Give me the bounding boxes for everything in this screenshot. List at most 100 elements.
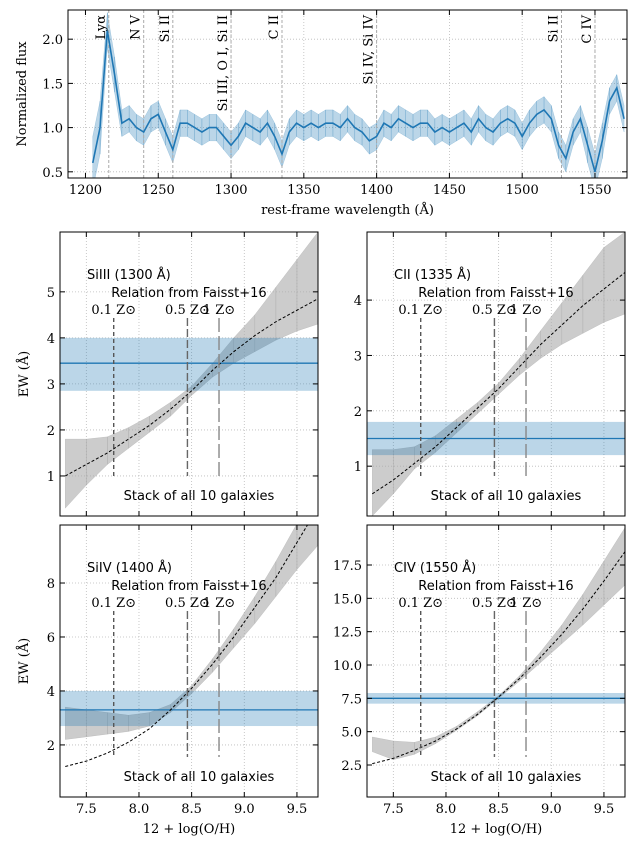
y-tick-label: 4 bbox=[354, 294, 362, 309]
axes-frame bbox=[366, 524, 626, 798]
x-tick-label: 7.5 bbox=[76, 802, 97, 817]
line-label: Si III, O I, Si II bbox=[216, 15, 231, 112]
relation-line bbox=[65, 525, 309, 767]
measured-band bbox=[60, 690, 318, 727]
y-tick-label: 1 bbox=[354, 460, 362, 475]
relation-band bbox=[296, 525, 318, 571]
axes-frame bbox=[59, 524, 319, 798]
metallicity-label: 0.5 Z⊙ bbox=[165, 596, 210, 611]
line-label: Si IV, Si IV bbox=[362, 14, 377, 84]
x-axis-label: rest-frame wavelength (Å) bbox=[261, 202, 434, 218]
y-tick-label: 5 bbox=[47, 286, 55, 301]
x-tick-label: 1250 bbox=[142, 183, 175, 198]
x-tick-label: 1400 bbox=[360, 183, 393, 198]
y-tick-label: 3 bbox=[354, 349, 362, 364]
x-tick-label: 9.0 bbox=[541, 802, 562, 817]
relation-band bbox=[275, 258, 298, 341]
relation-label: Relation from Faisst+16 bbox=[418, 579, 573, 594]
line-label: N V bbox=[129, 14, 144, 40]
relation-band bbox=[582, 246, 605, 334]
y-tick-label: 2.5 bbox=[341, 759, 362, 774]
relation-line bbox=[372, 551, 625, 765]
x-tick-label: 1550 bbox=[578, 183, 611, 198]
line-label: Lyα bbox=[94, 15, 109, 40]
y-tick-label: 1.0 bbox=[42, 122, 63, 137]
y-tick-label: 7.5 bbox=[341, 692, 362, 707]
spectrum-line bbox=[91, 30, 625, 173]
axes-frame bbox=[67, 9, 628, 179]
y-tick-label: 3 bbox=[47, 378, 55, 393]
y-tick-label: 12.5 bbox=[333, 626, 362, 641]
relation-band bbox=[561, 593, 584, 645]
metallicity-label: 1 Z⊙ bbox=[510, 303, 542, 318]
relation-band bbox=[498, 357, 520, 395]
panel-title: SiIV (1400 Å) bbox=[87, 560, 172, 576]
y-axis-label: EW (Å) bbox=[16, 351, 32, 398]
y-tick-label: 2 bbox=[47, 739, 55, 754]
x-tick-label: 1500 bbox=[506, 183, 539, 198]
line-label: C II bbox=[267, 15, 282, 39]
metallicity-label: 0.1 Z⊙ bbox=[91, 303, 136, 318]
relation-band bbox=[86, 436, 108, 486]
x-tick-label: 1450 bbox=[433, 183, 466, 198]
x-tick-label: 9.0 bbox=[234, 802, 255, 817]
x-tick-label: 8.0 bbox=[436, 802, 457, 817]
x-tick-label: 8.0 bbox=[129, 802, 150, 817]
y-tick-label: 8 bbox=[47, 577, 55, 592]
panel-title: CII (1335 Å) bbox=[394, 267, 471, 283]
y-tick-label: 1.5 bbox=[42, 77, 63, 92]
relation-label: Relation from Faisst+16 bbox=[111, 286, 266, 301]
y-tick-label: 6 bbox=[47, 631, 55, 646]
metallicity-label: 1 Z⊙ bbox=[510, 596, 542, 611]
relation-band bbox=[372, 736, 394, 761]
axes-frame bbox=[59, 231, 319, 517]
relation-band bbox=[519, 651, 542, 682]
line-label: Si II bbox=[546, 15, 561, 42]
relation-label: Relation from Faisst+16 bbox=[418, 286, 573, 301]
metallicity-label: 0.5 Z⊙ bbox=[165, 303, 210, 318]
x-tick-label: 1300 bbox=[214, 183, 247, 198]
x-tick-label: 1350 bbox=[287, 183, 320, 198]
relation-band bbox=[582, 560, 605, 626]
x-tick-label: 7.5 bbox=[383, 802, 404, 817]
y-tick-label: 4 bbox=[47, 685, 55, 700]
stack-label: Stack of all 10 galaxies bbox=[124, 489, 275, 504]
plot-area bbox=[68, 10, 627, 178]
stack-label: Stack of all 10 galaxies bbox=[431, 770, 582, 785]
x-tick-label: 8.5 bbox=[181, 802, 202, 817]
y-tick-label: 2 bbox=[354, 405, 362, 420]
y-tick-label: 17.5 bbox=[333, 559, 362, 574]
metallicity-label: 0.1 Z⊙ bbox=[398, 303, 443, 318]
plot-area bbox=[60, 525, 318, 797]
relation-line bbox=[371, 272, 625, 495]
x-tick-label: 9.5 bbox=[287, 802, 308, 817]
relation-line bbox=[65, 298, 318, 477]
relation-label: Relation from Faisst+16 bbox=[111, 579, 266, 594]
relation-band bbox=[372, 449, 394, 516]
plot-area bbox=[367, 525, 625, 797]
metallicity-label: 1 Z⊙ bbox=[203, 596, 235, 611]
relation-band bbox=[603, 527, 625, 606]
metallicity-label: 1 Z⊙ bbox=[203, 303, 235, 318]
x-tick-label: 8.5 bbox=[488, 802, 509, 817]
axes-frame bbox=[366, 231, 626, 517]
relation-band bbox=[296, 232, 318, 332]
relation-band bbox=[540, 302, 563, 359]
relation-band bbox=[65, 438, 87, 509]
y-tick-label: 15.0 bbox=[333, 592, 362, 607]
x-axis-label: 12 + log(O/H) bbox=[450, 822, 543, 837]
error-band bbox=[92, 101, 101, 178]
x-tick-label: 9.5 bbox=[594, 802, 615, 817]
stack-label: Stack of all 10 galaxies bbox=[431, 489, 582, 504]
metallicity-label: 0.1 Z⊙ bbox=[91, 596, 136, 611]
x-tick-label: 1200 bbox=[69, 183, 102, 198]
y-tick-label: 2 bbox=[47, 424, 55, 439]
y-tick-label: 5.0 bbox=[341, 726, 362, 741]
panel-title: SiIII (1300 Å) bbox=[87, 267, 171, 283]
relation-band bbox=[519, 329, 542, 376]
y-tick-label: 10.0 bbox=[333, 659, 362, 674]
y-tick-label: 1 bbox=[47, 470, 55, 485]
stack-label: Stack of all 10 galaxies bbox=[124, 770, 275, 785]
y-tick-label: 0.5 bbox=[42, 166, 63, 181]
